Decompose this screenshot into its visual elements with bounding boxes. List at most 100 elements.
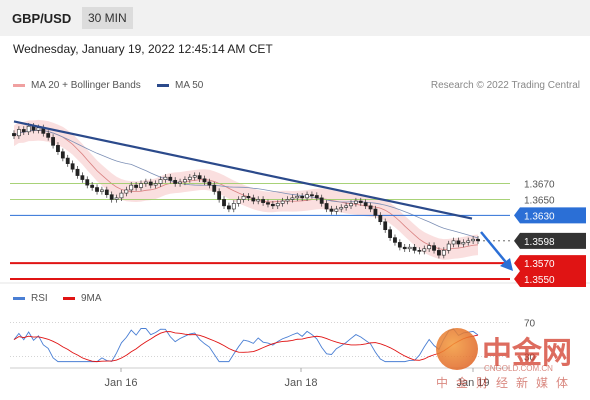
candle	[26, 125, 31, 133]
candle	[305, 194, 309, 199]
legend-ma20: MA 20 + Bollinger Bands	[13, 80, 141, 91]
ma50-swatch-icon	[157, 83, 169, 87]
rsi-swatch-icon	[13, 296, 25, 300]
candle	[95, 187, 99, 192]
candle	[139, 183, 143, 188]
price-tag-bg	[514, 232, 586, 249]
price-level-label: 1.3650	[524, 195, 555, 206]
legend-rsi-label: RSI	[31, 293, 48, 304]
price-tag-bg	[514, 207, 586, 224]
candle	[153, 183, 158, 186]
candle	[143, 181, 148, 184]
candle	[21, 129, 26, 133]
legend-9ma-label: 9MA	[81, 293, 102, 304]
candle	[85, 179, 90, 186]
legend-rsi: RSI	[13, 293, 48, 304]
candle	[241, 195, 246, 200]
candle	[173, 180, 178, 184]
legend-ma50-label: MA 50	[175, 80, 204, 91]
price-level-label: 1.3550	[524, 275, 555, 286]
candle	[402, 246, 407, 250]
candle	[432, 245, 436, 251]
candle	[80, 175, 85, 180]
candle	[300, 195, 305, 199]
bollinger-band	[14, 119, 478, 260]
rsi-level-label: 70	[524, 319, 536, 330]
candle	[100, 189, 104, 192]
candle	[280, 200, 285, 204]
candle	[168, 176, 173, 181]
candle	[124, 189, 129, 194]
watermark-url: CNGOLD.COM.CN	[484, 364, 553, 373]
candle	[476, 238, 480, 242]
candle	[104, 189, 109, 195]
candle	[329, 208, 334, 212]
candle	[266, 202, 270, 205]
candle	[65, 157, 70, 164]
candle	[422, 248, 427, 252]
candle	[358, 200, 363, 203]
candle	[90, 184, 95, 188]
candle	[56, 145, 60, 153]
x-tick-label: Jan 16	[104, 377, 137, 389]
price-level-label: 1.3670	[524, 180, 555, 191]
candle	[183, 179, 187, 183]
candle	[314, 195, 319, 199]
candle	[70, 163, 75, 170]
candle	[334, 208, 339, 212]
currency-pair-title: GBP/USD	[12, 11, 72, 26]
candle	[231, 203, 236, 210]
candle	[270, 203, 275, 207]
candle	[119, 192, 124, 199]
candle	[471, 238, 476, 242]
candle	[383, 221, 388, 230]
legend-ma50: MA 50	[157, 80, 203, 91]
candle	[466, 240, 471, 243]
candle	[217, 191, 222, 200]
rsi-level-label: 30	[524, 353, 536, 364]
candle	[60, 151, 65, 159]
x-tick-label: Jan 18	[284, 377, 317, 389]
candle	[388, 229, 392, 238]
candle	[285, 199, 290, 202]
candle	[192, 175, 197, 178]
candle	[310, 194, 314, 196]
candle	[378, 215, 383, 223]
candle	[129, 184, 134, 191]
candle	[290, 197, 295, 200]
forecast-arrow-head-icon	[500, 258, 513, 271]
watermark: 中金网 CNGOLD.COM.CN 中金财经新媒体	[432, 326, 582, 390]
candle	[251, 197, 256, 202]
ma50-line	[13, 129, 479, 239]
watermark-subtitle: 中金财经新媒体	[436, 376, 577, 390]
candle	[256, 199, 261, 202]
candle	[222, 199, 226, 207]
candle	[344, 205, 349, 208]
candle	[46, 133, 51, 138]
timeframe-button[interactable]: 30 MIN	[82, 7, 133, 29]
candle	[393, 237, 397, 243]
candle	[461, 242, 466, 245]
candle	[36, 127, 41, 131]
candle	[109, 194, 114, 200]
candle	[417, 250, 422, 252]
candle	[275, 203, 280, 207]
candle	[16, 129, 21, 137]
candle	[319, 197, 324, 204]
price-level-label: 1.3570	[524, 259, 555, 270]
candle	[368, 205, 373, 210]
candle	[412, 246, 417, 251]
candle	[114, 197, 119, 200]
candle	[75, 168, 80, 176]
rsi-line	[13, 327, 479, 363]
candle	[295, 195, 300, 199]
legend-ma20-label: MA 20 + Bollinger Bands	[31, 80, 141, 91]
candle	[339, 207, 344, 210]
header-bar: GBP/USD 30 MIN	[0, 0, 590, 36]
ma9-swatch-icon	[63, 296, 75, 300]
candle	[246, 195, 251, 199]
price-tag-bg	[514, 271, 586, 288]
candle	[261, 199, 265, 203]
candle	[427, 245, 432, 250]
